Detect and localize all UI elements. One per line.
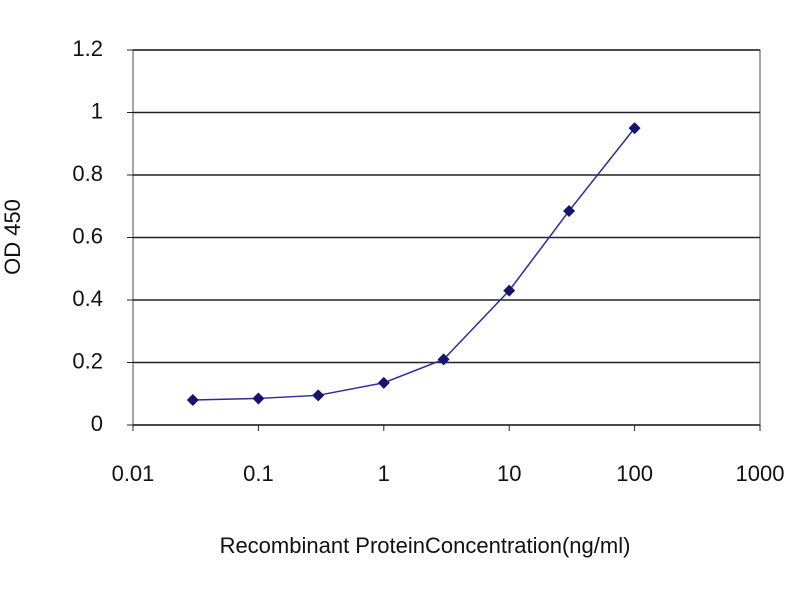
data-point	[437, 353, 450, 366]
y-tick-label: 0.2	[72, 348, 103, 373]
data-point	[563, 204, 576, 217]
data-point	[252, 392, 265, 405]
data-point	[377, 376, 390, 389]
y-tick-label: 0	[91, 411, 103, 436]
data-point	[186, 394, 199, 406]
y-tick-label: 1.2	[72, 36, 103, 61]
y-tick-label: 0.6	[72, 223, 103, 248]
y-tick-label: 0.4	[72, 286, 103, 311]
series-line	[192, 127, 636, 401]
y-tick-label: 0.8	[72, 161, 103, 186]
x-tick-label: 10	[497, 461, 521, 486]
x-tick-label: 100	[616, 461, 653, 486]
x-tick-label: 0.01	[112, 461, 155, 486]
x-tick-label: 0.1	[243, 461, 274, 486]
x-tick-label: 1000	[736, 461, 785, 486]
data-point	[628, 122, 641, 135]
y-tick-label: 1	[91, 98, 103, 123]
x-axis-label: Recombinant ProteinConcentration(ng/ml)	[220, 533, 631, 558]
data-point	[503, 284, 516, 297]
y-axis-label: OD 450	[0, 199, 25, 275]
x-tick-label: 1	[378, 461, 390, 486]
data-point	[312, 389, 325, 402]
